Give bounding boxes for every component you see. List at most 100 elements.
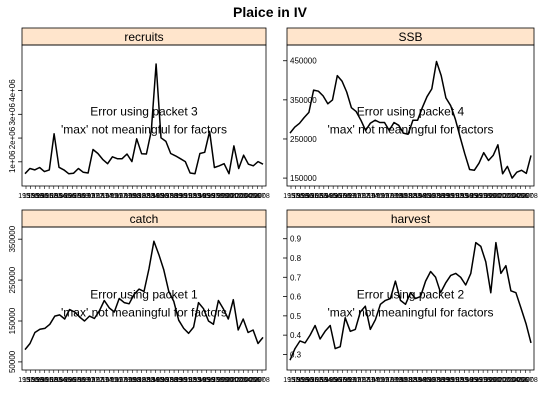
xtick-label: 1987 bbox=[157, 193, 173, 200]
frame-SSB bbox=[286, 44, 535, 187]
xtick-label: 1971 bbox=[83, 193, 99, 200]
xtick-label: 1969 bbox=[339, 193, 355, 200]
xtick-label: 1961 bbox=[302, 377, 318, 384]
xtick-label: 1997 bbox=[203, 377, 219, 384]
xtick-label: 1983 bbox=[405, 193, 421, 200]
strip-label-SSB: SSB bbox=[398, 30, 422, 44]
xtick-label: 1973 bbox=[358, 377, 374, 384]
xtick-label: 1979 bbox=[386, 377, 402, 384]
xtick-label: 2007 bbox=[250, 193, 266, 200]
xtick-label: 2006 bbox=[513, 193, 529, 200]
xtick-label: 1970 bbox=[78, 193, 94, 200]
xtick-label: 1961 bbox=[302, 193, 318, 200]
xtick-label: 1989 bbox=[166, 377, 182, 384]
xtick-label: 1994 bbox=[457, 193, 473, 200]
xtick-label: 1964 bbox=[51, 193, 67, 200]
ytick-label: 2e+06 bbox=[8, 126, 17, 149]
xtick-label: 1969 bbox=[74, 193, 90, 200]
xtick-label: 1970 bbox=[78, 377, 94, 384]
frame-catch bbox=[21, 226, 267, 371]
xtick-label: 1974 bbox=[97, 377, 113, 384]
xtick-label: 1964 bbox=[316, 193, 332, 200]
xtick-label: 1972 bbox=[354, 193, 370, 200]
xtick-label: 1990 bbox=[438, 377, 454, 384]
xtick-label: 1992 bbox=[447, 377, 463, 384]
xtick-label: 1984 bbox=[410, 377, 426, 384]
ytick-label: 0.5 bbox=[290, 312, 302, 321]
xtick-label: 1980 bbox=[391, 377, 407, 384]
series-line-recruits bbox=[24, 63, 264, 175]
ytick-label: 0.4 bbox=[290, 331, 302, 340]
xtick-label: 1976 bbox=[372, 193, 388, 200]
xtick-label: 1992 bbox=[180, 193, 196, 200]
xtick-label: 2000 bbox=[485, 193, 501, 200]
xtick-label: 1995 bbox=[461, 193, 477, 200]
xtick-label: 1977 bbox=[111, 193, 127, 200]
xtick-label: 1976 bbox=[106, 377, 122, 384]
xtick-label: 2004 bbox=[503, 377, 519, 384]
error-message-line: Error using packet 1 bbox=[90, 288, 198, 302]
xtick-label: 1960 bbox=[32, 377, 48, 384]
xtick-label: 1995 bbox=[194, 193, 210, 200]
xtick-label: 1998 bbox=[475, 377, 491, 384]
xtick-label: 2001 bbox=[489, 193, 505, 200]
xtick-label: 1971 bbox=[83, 377, 99, 384]
xtick-label: 2007 bbox=[518, 377, 534, 384]
xtick-label: 1975 bbox=[368, 193, 384, 200]
xtick-label: 1970 bbox=[344, 193, 360, 200]
xtick-label: 1957 bbox=[283, 377, 299, 384]
xtick-label: 2007 bbox=[518, 193, 534, 200]
xtick-label: 1989 bbox=[166, 193, 182, 200]
xtick-label: 1983 bbox=[405, 377, 421, 384]
xtick-label: 1984 bbox=[410, 193, 426, 200]
xtick-label: 1998 bbox=[208, 377, 224, 384]
strip-label-recruits: recruits bbox=[124, 30, 163, 44]
xtick-label: 1958 bbox=[23, 193, 39, 200]
xtick-label: 1993 bbox=[452, 193, 468, 200]
xtick-label: 1985 bbox=[414, 377, 430, 384]
xtick-label: 1961 bbox=[37, 377, 53, 384]
xtick-label: 1994 bbox=[189, 377, 205, 384]
xtick-label: 1966 bbox=[325, 193, 341, 200]
xtick-label: 1988 bbox=[428, 193, 444, 200]
xtick-label: 1960 bbox=[297, 377, 313, 384]
xtick-label: 1978 bbox=[382, 377, 398, 384]
xtick-label: 1991 bbox=[176, 377, 192, 384]
xtick-label: 1996 bbox=[466, 193, 482, 200]
xtick-label: 1997 bbox=[203, 193, 219, 200]
xtick-label: 1962 bbox=[41, 193, 57, 200]
xtick-label: 1967 bbox=[64, 377, 80, 384]
xtick-label: 1984 bbox=[143, 377, 159, 384]
xtick-label: 1965 bbox=[55, 193, 71, 200]
xtick-label: 1976 bbox=[372, 377, 388, 384]
xtick-label: 1999 bbox=[480, 193, 496, 200]
xtick-label: 1972 bbox=[354, 377, 370, 384]
xtick-label: 1965 bbox=[321, 377, 337, 384]
xtick-label: 1979 bbox=[386, 193, 402, 200]
xtick-label: 1986 bbox=[419, 193, 435, 200]
xtick-label: 1986 bbox=[152, 377, 168, 384]
xtick-label: 2008 bbox=[522, 193, 538, 200]
xtick-label: 1983 bbox=[139, 377, 155, 384]
xtick-label: 1968 bbox=[69, 193, 85, 200]
xtick-label: 1963 bbox=[46, 193, 62, 200]
xtick-label: 1961 bbox=[37, 193, 53, 200]
xtick-label: 2003 bbox=[231, 193, 247, 200]
xtick-label: 1986 bbox=[152, 193, 168, 200]
xtick-label: 1977 bbox=[377, 377, 393, 384]
xtick-label: 2000 bbox=[217, 377, 233, 384]
xtick-label: 1981 bbox=[129, 377, 145, 384]
xtick-label: 1999 bbox=[480, 377, 496, 384]
ytick-label: 350000 bbox=[290, 96, 317, 105]
xtick-label: 2006 bbox=[245, 193, 261, 200]
xtick-label: 1994 bbox=[457, 377, 473, 384]
xtick-label: 1959 bbox=[293, 377, 309, 384]
xtick-label: 1992 bbox=[180, 377, 196, 384]
xtick-label: 1983 bbox=[139, 193, 155, 200]
xtick-label: 1964 bbox=[51, 377, 67, 384]
xtick-label: 1985 bbox=[148, 193, 164, 200]
xtick-label: 2000 bbox=[485, 377, 501, 384]
xtick-label: 1970 bbox=[344, 377, 360, 384]
xtick-label: 1994 bbox=[189, 193, 205, 200]
xtick-label: 2007 bbox=[250, 377, 266, 384]
